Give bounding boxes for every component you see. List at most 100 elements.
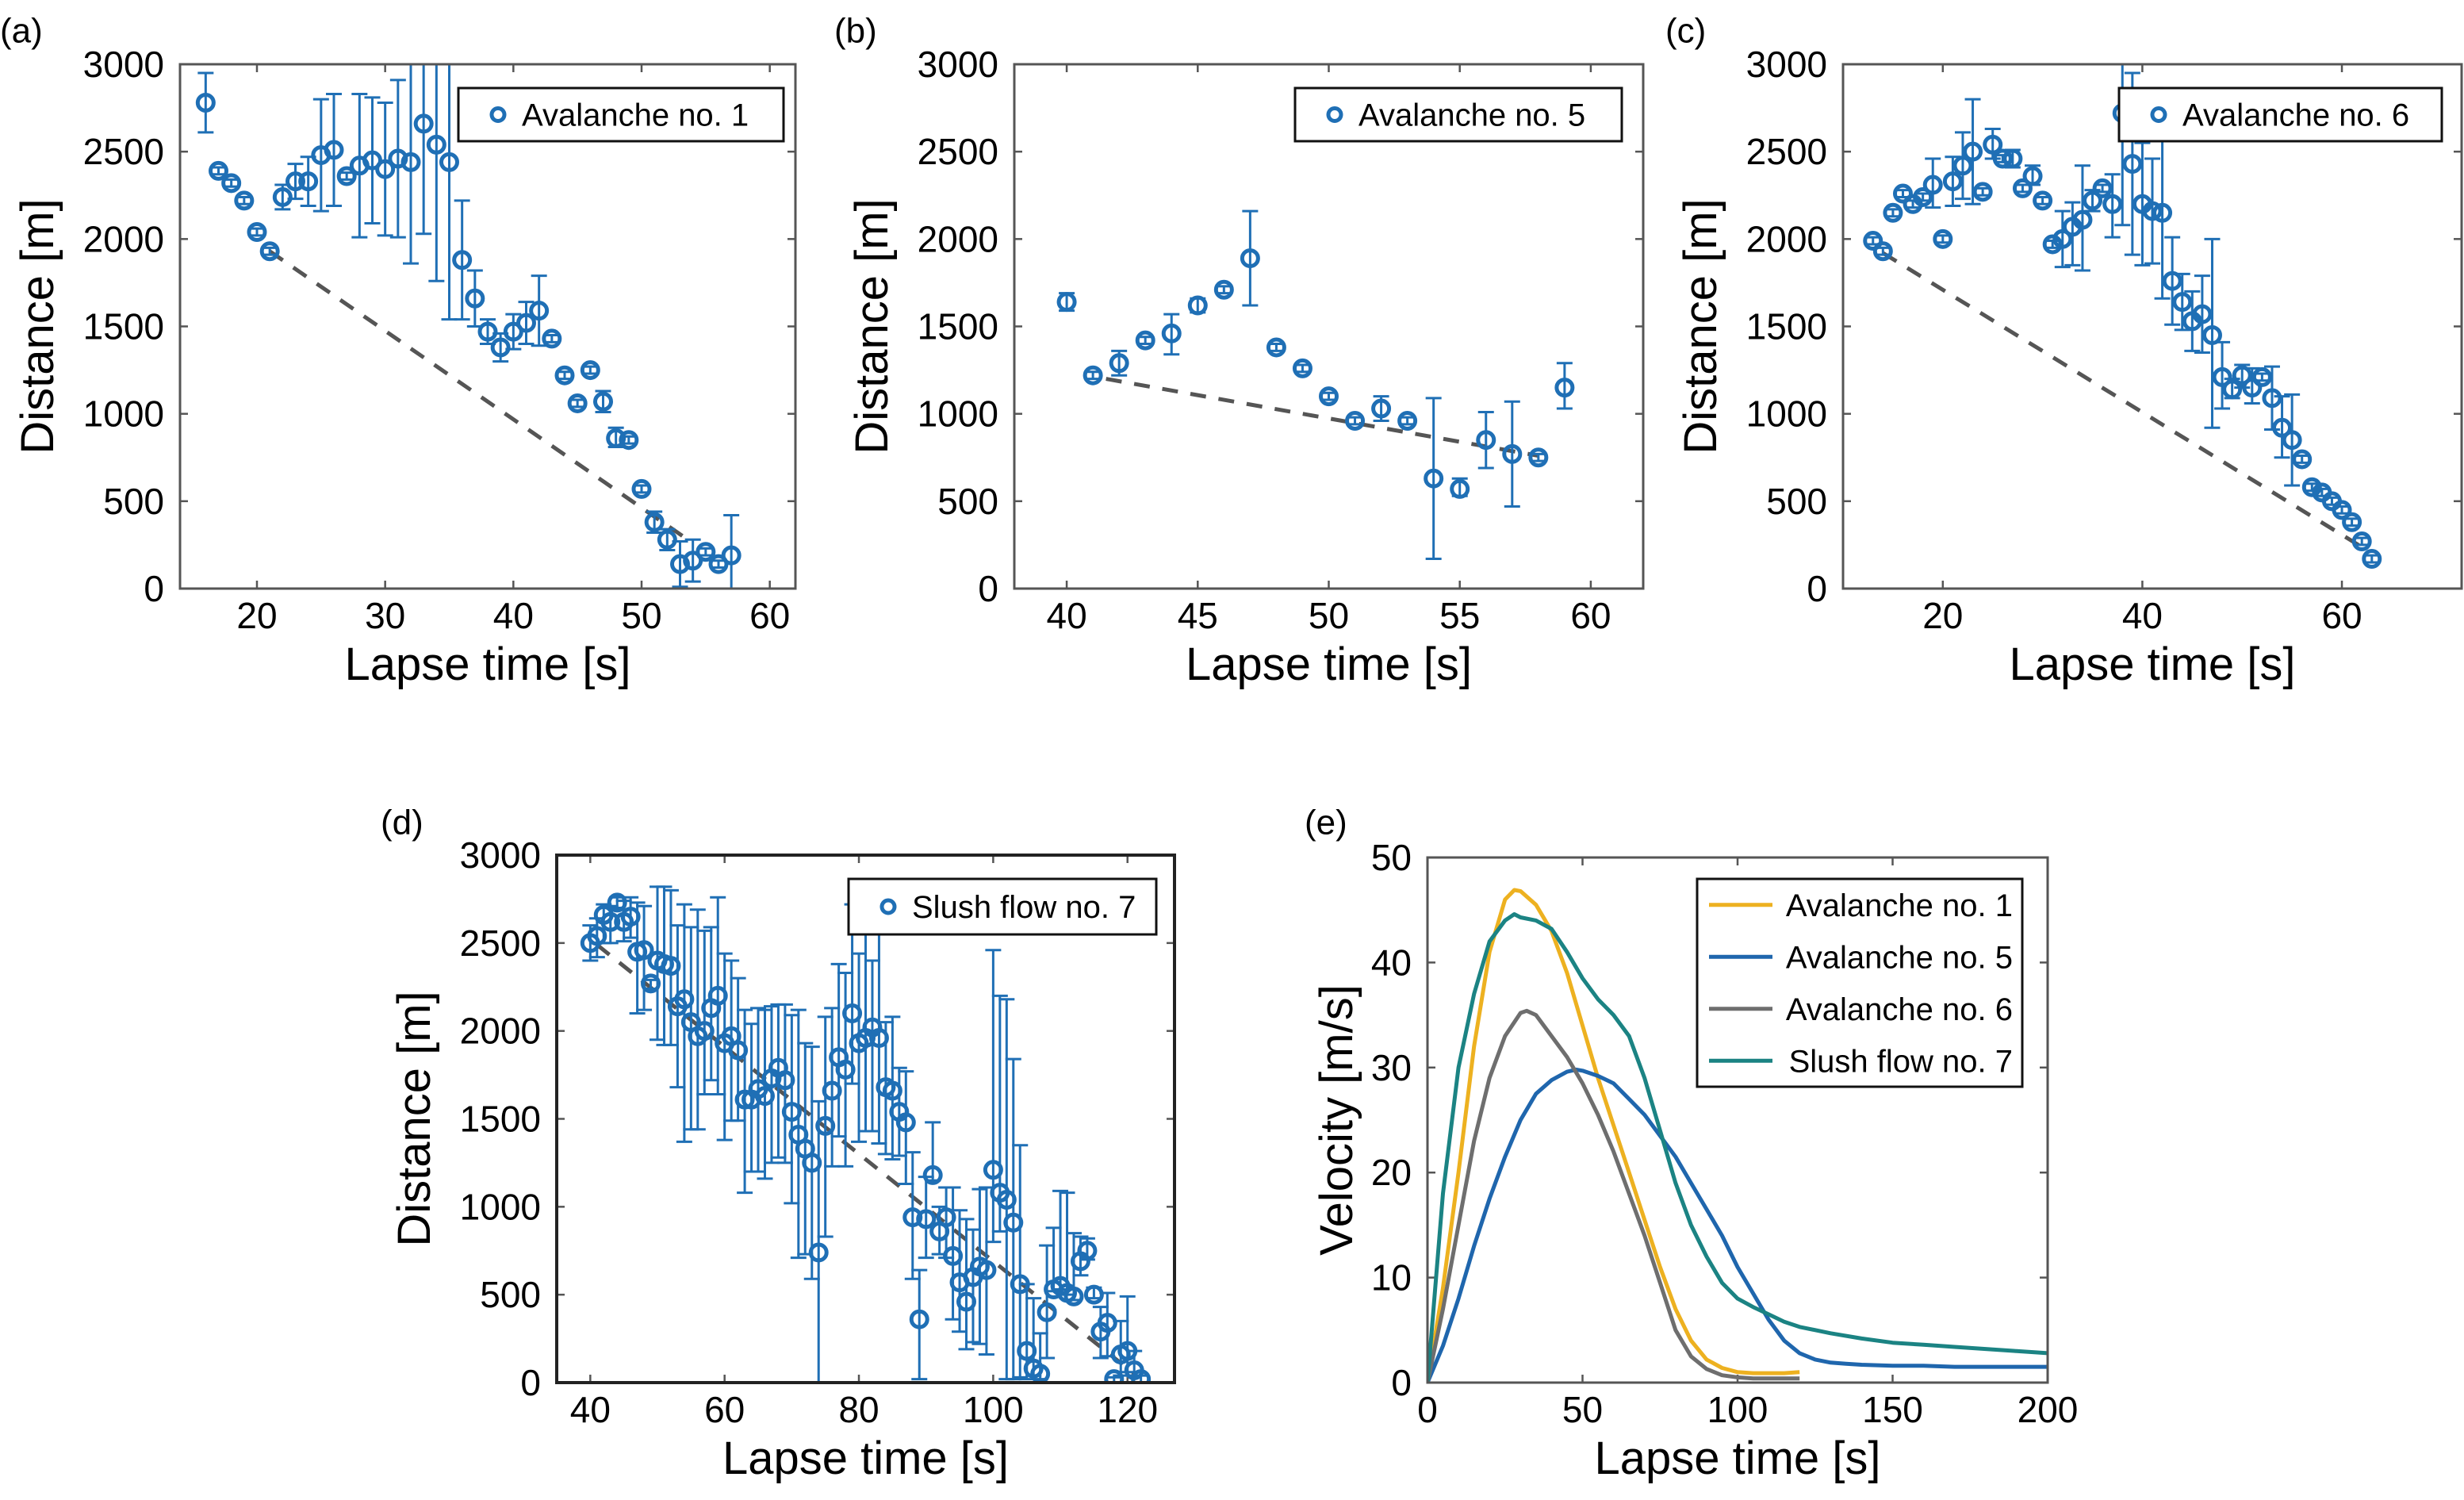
marker: [661, 956, 681, 976]
marker: [1913, 186, 1933, 207]
marker: [916, 1209, 937, 1230]
data-point: [2022, 164, 2043, 186]
data-point: [1090, 1306, 1111, 1360]
y-tick-label: 500: [480, 1274, 541, 1315]
panel-label: (c): [1665, 12, 1706, 51]
data-point: [620, 896, 641, 939]
series-line-avalanche-no-6: [1427, 1008, 1800, 1383]
marker: [631, 478, 652, 499]
marker: [2152, 202, 2173, 223]
data-point: [2162, 236, 2182, 326]
data-point: [909, 1268, 929, 1381]
marker: [600, 911, 621, 932]
data-point: [426, 64, 446, 282]
data-point: [1345, 410, 1366, 431]
data-point: [1476, 410, 1496, 470]
marker: [1003, 1212, 1024, 1233]
plot-area: [195, 64, 741, 589]
marker: [835, 1059, 856, 1080]
data-point: [362, 96, 382, 225]
marker: [2122, 154, 2143, 175]
marker: [516, 313, 536, 333]
legend: Avalanche no. 1 Avalanche no. 5 Avalanche …: [1696, 877, 2024, 1088]
data-point: [2332, 500, 2352, 520]
x-axis-label: Lapse time [s]: [1186, 639, 1472, 690]
data-point: [641, 973, 661, 994]
y-tick-label: 2000: [1746, 218, 1827, 259]
data-point: [375, 101, 396, 237]
marker: [1942, 171, 1963, 192]
data-point: [835, 972, 856, 1168]
y-tick-label: 1500: [1746, 306, 1827, 347]
data-point: [529, 274, 550, 347]
data-point: [2033, 190, 2053, 211]
x-axis-label: Lapse time [s]: [1594, 1433, 1880, 1484]
data-point: [1213, 279, 1234, 300]
plot-area: [1427, 888, 2048, 1383]
y-tick-label: 30: [1371, 1047, 1412, 1088]
data-point: [2092, 178, 2113, 198]
marker: [2362, 549, 2382, 570]
data-point: [324, 92, 344, 207]
data-point: [1872, 241, 1893, 262]
data-point: [882, 1015, 902, 1160]
y-tick-label: 2500: [918, 131, 998, 172]
data-point: [2362, 549, 2382, 570]
x-tick-label: 0: [1417, 1389, 1438, 1430]
legend-marker: [1326, 106, 1343, 123]
marker: [1135, 330, 1155, 351]
marker: [2332, 500, 2352, 520]
y-axis-label: Distance [m]: [12, 198, 63, 454]
marker: [2102, 194, 2123, 214]
marker: [1952, 155, 1973, 176]
data-point: [2262, 365, 2282, 431]
marker: [2342, 512, 2362, 532]
data-point: [2222, 378, 2243, 400]
data-point: [815, 1015, 836, 1238]
data-point: [1056, 292, 1077, 313]
x-tick-label: 150: [1862, 1389, 1923, 1430]
marker: [1056, 292, 1077, 313]
x-tick-label: 40: [570, 1389, 611, 1430]
marker: [2292, 449, 2313, 470]
y-tick-label: 2000: [460, 1011, 541, 1052]
marker: [1424, 468, 1444, 489]
y-tick-label: 2500: [83, 131, 164, 172]
marker: [2262, 388, 2282, 409]
marker: [2242, 378, 2263, 398]
y-tick-label: 500: [103, 481, 164, 522]
axes-frame: [555, 854, 1176, 1384]
data-point: [1397, 410, 1418, 431]
trend-line: [1882, 251, 2368, 552]
data-point: [1187, 295, 1208, 316]
marker: [620, 907, 641, 927]
axes-frame: [1426, 856, 2049, 1384]
data-point: [2272, 395, 2293, 459]
data-point: [2212, 340, 2232, 410]
marker: [426, 134, 446, 155]
data-point: [1240, 209, 1260, 307]
data-point: [1883, 202, 1903, 223]
data-point: [2282, 393, 2302, 487]
marker: [2192, 304, 2213, 324]
marker: [902, 1207, 923, 1228]
marker: [529, 301, 550, 321]
panel-label: (d): [381, 804, 423, 842]
data-point: [1972, 182, 1993, 202]
data-point: [1942, 155, 1963, 207]
marker: [1097, 1313, 1117, 1333]
y-axis-label: Distance [m]: [389, 991, 440, 1246]
data-point: [1992, 148, 2013, 169]
data-point: [754, 1008, 775, 1180]
data-point: [802, 1045, 822, 1280]
data-point: [1913, 186, 1933, 207]
marker: [1083, 365, 1103, 386]
legend: Avalanche no. 6: [2117, 86, 2443, 143]
data-point: [1077, 1237, 1098, 1261]
panel-c: (c) 20 40 60 0 500 1000 1500 2000 2500 3000 Lapse t…: [1665, 12, 2463, 690]
series-line-slush-flow-no-7: [1427, 912, 2048, 1383]
data-point: [1371, 395, 1392, 422]
marker: [362, 150, 382, 171]
axes-frame: [178, 63, 797, 590]
